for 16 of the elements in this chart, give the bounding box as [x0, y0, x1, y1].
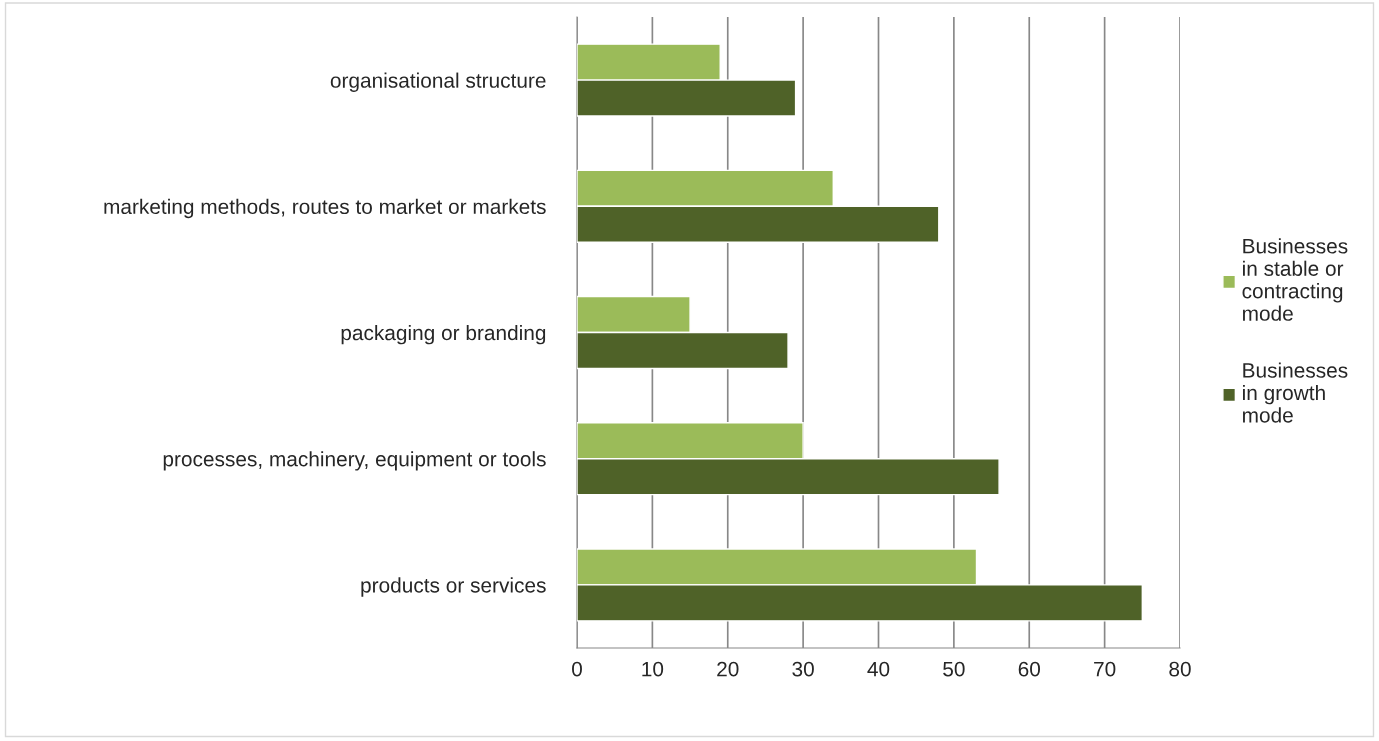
x-tick-label: 30 [792, 661, 814, 677]
x-tick-label: 0 [572, 661, 582, 677]
y-tick-label: organisational structure [330, 72, 546, 92]
x-tick-label: 20 [717, 661, 739, 677]
y-tick-label: processes, machinery, equipment or tools [163, 451, 546, 471]
y-tick-label: marketing methods, routes to market or markets [104, 198, 546, 219]
x-tick-label: 50 [943, 661, 965, 677]
x-tick-label: 60 [1018, 661, 1041, 677]
y-tick-label: products or services [361, 577, 546, 597]
legend-label: Businesses in stable or contracting mode [1242, 238, 1348, 321]
x-tick-label: 10 [642, 661, 664, 677]
x-tick-label: 40 [867, 661, 890, 677]
x-tick-label: 70 [1094, 661, 1116, 677]
legend-label: Businesses in growth mode [1243, 362, 1348, 423]
y-tick-label: packaging or branding [341, 324, 546, 345]
x-tick-label: 80 [1169, 661, 1191, 677]
